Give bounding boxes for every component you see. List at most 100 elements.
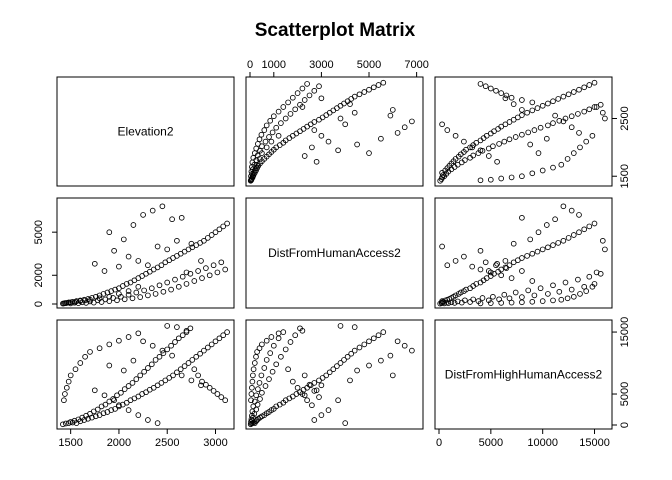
data-point xyxy=(461,253,467,260)
data-point xyxy=(508,174,515,181)
data-point xyxy=(270,342,277,349)
data-point xyxy=(286,135,293,141)
data-point xyxy=(172,276,178,283)
data-point xyxy=(278,120,284,126)
data-point xyxy=(591,220,598,227)
data-point xyxy=(248,177,254,184)
data-point xyxy=(257,396,263,402)
data-point xyxy=(140,338,146,345)
data-point xyxy=(125,383,132,389)
data-point xyxy=(439,243,445,250)
data-point xyxy=(130,357,137,364)
data-point xyxy=(304,81,310,87)
data-point xyxy=(457,289,464,296)
data-point xyxy=(586,273,593,280)
data-point xyxy=(253,392,260,399)
data-point xyxy=(273,361,280,368)
data-point xyxy=(262,138,269,145)
data-point xyxy=(461,138,467,145)
data-point xyxy=(543,222,550,228)
data-point xyxy=(179,273,186,280)
data-point xyxy=(106,362,113,369)
data-point xyxy=(177,366,184,373)
data-point xyxy=(299,104,306,110)
data-point xyxy=(189,357,196,363)
data-point xyxy=(275,335,282,342)
data-point xyxy=(552,216,558,223)
data-point xyxy=(67,299,74,306)
data-point xyxy=(366,86,372,93)
data-point xyxy=(311,388,318,394)
data-point xyxy=(361,89,368,95)
panel-2-2: DistFromHumanAccess2 xyxy=(245,197,424,309)
data-point xyxy=(299,85,306,92)
data-point xyxy=(527,141,534,148)
data-point xyxy=(199,275,205,281)
data-point xyxy=(529,250,536,257)
data-point xyxy=(583,288,590,294)
data-point xyxy=(82,353,88,360)
data-point xyxy=(285,99,291,106)
data-point xyxy=(106,298,113,304)
data-point xyxy=(487,300,494,306)
data-point xyxy=(586,223,593,230)
data-point xyxy=(114,392,120,399)
data-point xyxy=(524,109,530,116)
data-point xyxy=(599,109,606,116)
data-point xyxy=(253,406,260,413)
data-point xyxy=(61,397,67,404)
data-point xyxy=(560,118,567,125)
data-point xyxy=(159,203,166,210)
data-point xyxy=(568,207,575,214)
data-point xyxy=(576,130,582,136)
data-point xyxy=(444,127,451,133)
data-point xyxy=(506,119,513,125)
data-point xyxy=(506,262,513,269)
data-point xyxy=(318,132,325,139)
data-point xyxy=(154,243,161,250)
data-point xyxy=(577,291,583,297)
data-point xyxy=(354,367,360,374)
data-point xyxy=(125,291,132,298)
data-point xyxy=(121,386,128,392)
data-point xyxy=(348,350,355,357)
data-point xyxy=(380,329,387,335)
data-point xyxy=(550,242,556,248)
data-point xyxy=(378,357,384,364)
tick-label: 3000 xyxy=(203,437,227,449)
panel-frame xyxy=(434,76,613,187)
data-point xyxy=(187,325,194,332)
data-point xyxy=(493,87,499,94)
data-point xyxy=(496,141,502,147)
data-point xyxy=(524,253,530,259)
data-point xyxy=(309,144,315,151)
data-point xyxy=(262,383,269,389)
tick-label: 15000 xyxy=(579,437,610,449)
data-point xyxy=(256,380,263,386)
data-point xyxy=(558,161,565,168)
data-point xyxy=(539,102,546,109)
data-point xyxy=(467,299,473,305)
data-point xyxy=(545,291,551,297)
data-point xyxy=(550,297,556,304)
data-point xyxy=(208,341,215,348)
data-point xyxy=(267,117,274,124)
data-point xyxy=(409,118,415,125)
data-point xyxy=(473,139,480,146)
data-point xyxy=(135,330,142,337)
data-point xyxy=(278,353,284,360)
data-point xyxy=(370,84,377,91)
data-point xyxy=(485,268,492,274)
tick-label: 5000 xyxy=(619,382,631,406)
data-point xyxy=(91,260,98,267)
data-point xyxy=(586,82,593,88)
data-point xyxy=(309,402,315,409)
data-point xyxy=(158,262,165,269)
tick-label: 10000 xyxy=(527,437,558,449)
data-point xyxy=(560,237,567,244)
data-point xyxy=(462,297,468,304)
data-point xyxy=(593,269,600,276)
data-point xyxy=(602,246,608,253)
tick-label: 15000 xyxy=(619,317,631,348)
data-point xyxy=(101,268,108,274)
